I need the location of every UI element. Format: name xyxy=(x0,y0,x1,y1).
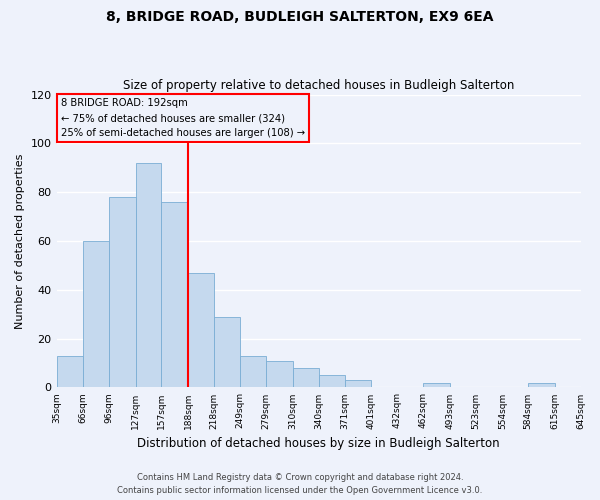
Bar xyxy=(188,272,214,388)
Bar xyxy=(83,241,109,388)
Title: Size of property relative to detached houses in Budleigh Salterton: Size of property relative to detached ho… xyxy=(123,79,514,92)
Bar xyxy=(266,360,293,388)
X-axis label: Distribution of detached houses by size in Budleigh Salterton: Distribution of detached houses by size … xyxy=(137,437,500,450)
Bar xyxy=(56,356,83,388)
Bar xyxy=(214,316,241,388)
Bar xyxy=(241,356,266,388)
Bar xyxy=(319,375,345,388)
Bar xyxy=(424,382,450,388)
Text: 8, BRIDGE ROAD, BUDLEIGH SALTERTON, EX9 6EA: 8, BRIDGE ROAD, BUDLEIGH SALTERTON, EX9 … xyxy=(106,10,494,24)
Text: 8 BRIDGE ROAD: 192sqm
← 75% of detached houses are smaller (324)
25% of semi-det: 8 BRIDGE ROAD: 192sqm ← 75% of detached … xyxy=(61,98,305,138)
Bar xyxy=(109,197,136,388)
Bar xyxy=(161,202,188,388)
Bar xyxy=(136,163,161,388)
Y-axis label: Number of detached properties: Number of detached properties xyxy=(15,154,25,328)
Bar xyxy=(293,368,319,388)
Bar xyxy=(528,382,555,388)
Bar xyxy=(345,380,371,388)
Text: Contains HM Land Registry data © Crown copyright and database right 2024.
Contai: Contains HM Land Registry data © Crown c… xyxy=(118,474,482,495)
